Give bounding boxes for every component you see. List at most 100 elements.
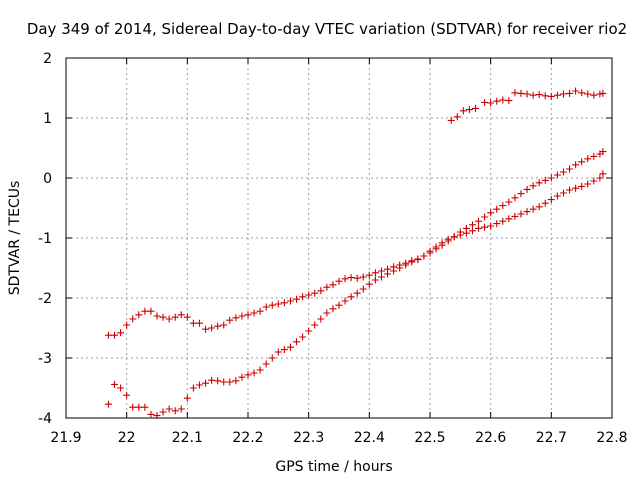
y-tick-label: 0 bbox=[43, 171, 52, 187]
data-point bbox=[535, 179, 543, 187]
data-point bbox=[468, 221, 476, 229]
data-point bbox=[347, 274, 355, 282]
x-tick-label: 22 bbox=[118, 430, 136, 446]
x-tick-label: 22.8 bbox=[596, 430, 627, 446]
data-point bbox=[396, 264, 404, 272]
data-point bbox=[335, 301, 343, 309]
data-point bbox=[468, 227, 476, 235]
data-point bbox=[566, 89, 574, 97]
data-point bbox=[511, 212, 519, 220]
data-point bbox=[578, 89, 586, 97]
data-point bbox=[553, 192, 561, 200]
data-point bbox=[472, 104, 479, 112]
data-point bbox=[529, 91, 537, 99]
data-point bbox=[499, 202, 507, 210]
data-point bbox=[572, 87, 580, 95]
data-point bbox=[177, 311, 185, 319]
y-tick-label: -3 bbox=[38, 351, 52, 367]
data-point bbox=[323, 283, 331, 291]
data-point bbox=[590, 177, 598, 185]
data-point bbox=[141, 307, 149, 315]
data-point bbox=[599, 148, 607, 156]
data-point bbox=[317, 315, 325, 323]
data-point bbox=[529, 205, 537, 213]
data-point bbox=[596, 174, 604, 182]
data-point bbox=[511, 194, 519, 202]
data-point bbox=[566, 186, 574, 194]
data-point bbox=[189, 319, 197, 327]
data-point bbox=[559, 90, 567, 98]
data-point bbox=[377, 267, 385, 275]
data-point bbox=[195, 319, 203, 327]
data-point bbox=[371, 269, 379, 277]
data-point bbox=[541, 176, 549, 184]
data-point bbox=[226, 316, 234, 324]
data-point bbox=[305, 327, 313, 335]
data-point bbox=[214, 322, 222, 330]
data-point bbox=[280, 346, 288, 354]
y-tick-label: 1 bbox=[43, 111, 52, 127]
data-point bbox=[104, 400, 112, 408]
data-point bbox=[274, 300, 282, 308]
data-point bbox=[135, 403, 143, 411]
data-point bbox=[226, 378, 234, 386]
data-point bbox=[559, 189, 567, 197]
data-point bbox=[505, 215, 513, 223]
data-point bbox=[505, 198, 513, 206]
data-point bbox=[329, 305, 337, 313]
data-point bbox=[250, 309, 258, 317]
data-point bbox=[390, 267, 398, 275]
data-point bbox=[599, 170, 607, 178]
data-point bbox=[256, 307, 264, 315]
data-point bbox=[408, 258, 416, 266]
data-point bbox=[202, 325, 210, 333]
data-point bbox=[499, 217, 507, 225]
data-point bbox=[165, 315, 173, 323]
data-point bbox=[238, 312, 246, 320]
data-point bbox=[123, 321, 131, 329]
data-point bbox=[347, 293, 355, 301]
x-tick-label: 22.6 bbox=[475, 430, 506, 446]
data-point bbox=[135, 311, 143, 319]
data-point bbox=[111, 331, 119, 339]
data-point bbox=[341, 297, 349, 305]
data-point bbox=[459, 107, 467, 115]
data-point bbox=[153, 312, 161, 320]
data-point bbox=[208, 376, 216, 384]
data-point bbox=[232, 377, 240, 385]
data-point bbox=[523, 90, 531, 98]
data-point bbox=[189, 384, 197, 392]
data-point bbox=[487, 99, 495, 107]
data-point bbox=[262, 303, 270, 311]
data-point bbox=[305, 291, 313, 299]
data-point bbox=[541, 92, 549, 100]
data-point bbox=[547, 196, 555, 204]
data-point bbox=[244, 311, 252, 319]
data-point bbox=[159, 313, 167, 321]
data-point bbox=[117, 329, 125, 337]
data-point bbox=[335, 277, 343, 285]
data-point bbox=[511, 89, 519, 97]
data-point bbox=[535, 91, 543, 99]
data-point bbox=[414, 256, 422, 264]
data-point bbox=[268, 354, 276, 362]
data-point bbox=[462, 224, 470, 232]
grid bbox=[66, 58, 612, 418]
data-point bbox=[268, 301, 276, 309]
data-point bbox=[353, 274, 361, 282]
data-point bbox=[584, 180, 592, 188]
data-point bbox=[177, 405, 185, 413]
data-point bbox=[359, 285, 367, 293]
data-point bbox=[183, 313, 191, 321]
y-axis-label: SDTVAR / TECUs bbox=[7, 181, 23, 296]
x-tick-label: 22.7 bbox=[536, 430, 567, 446]
data-point bbox=[371, 276, 379, 284]
data-point bbox=[293, 338, 301, 346]
data-point bbox=[475, 217, 483, 225]
x-tick-label: 22.1 bbox=[172, 430, 203, 446]
data-point bbox=[566, 165, 574, 173]
data-point bbox=[547, 92, 555, 100]
data-point bbox=[141, 403, 149, 411]
data-point bbox=[214, 377, 222, 385]
